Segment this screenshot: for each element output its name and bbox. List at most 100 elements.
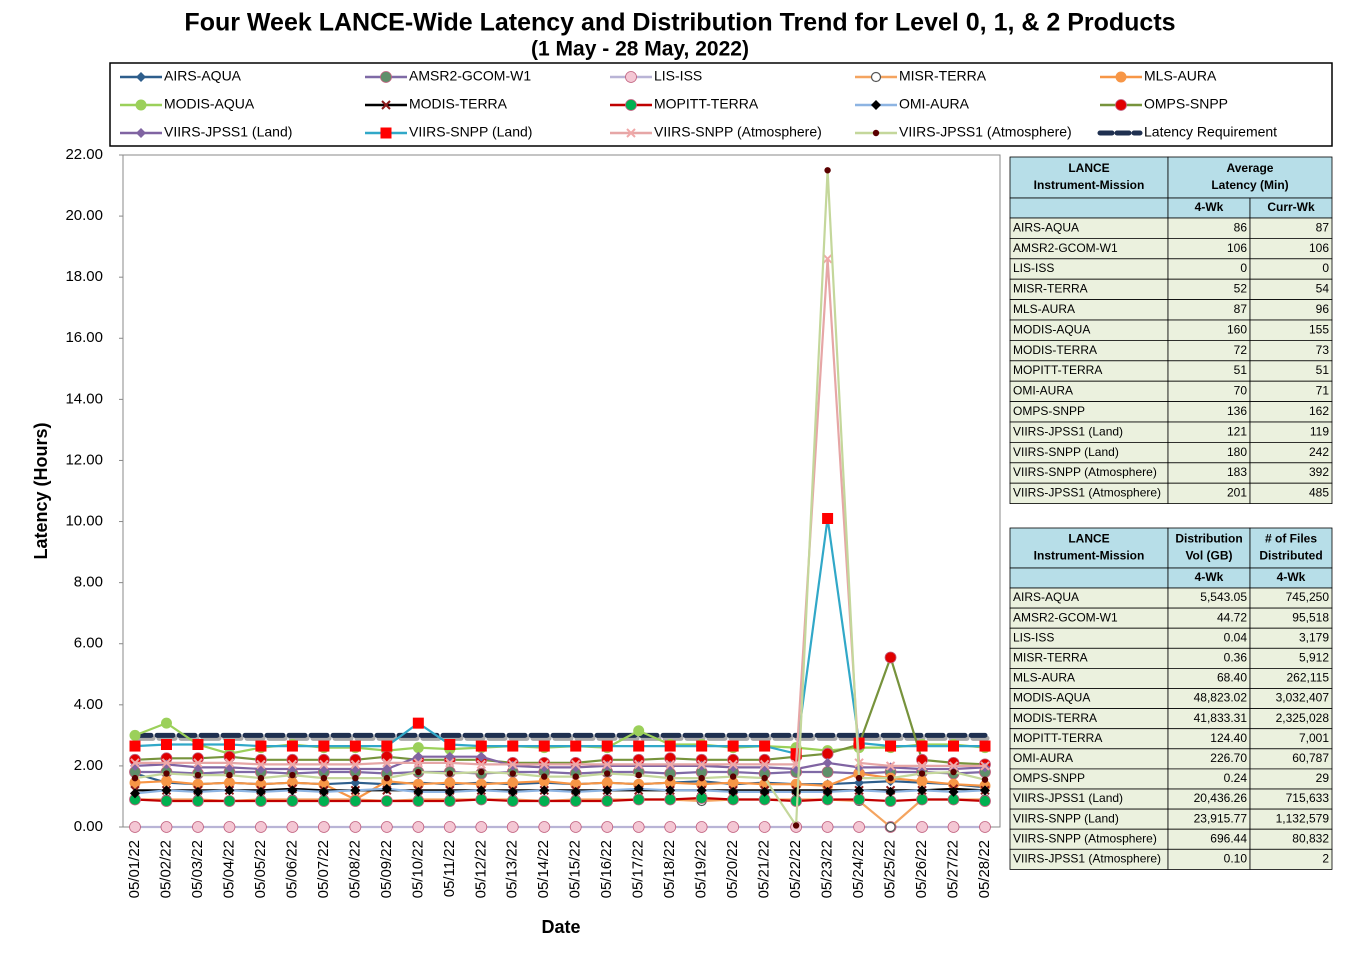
marker — [129, 729, 141, 741]
x-tick-label: 05/12/22 — [472, 840, 489, 898]
table-cell-text: 54 — [1316, 282, 1330, 296]
marker — [1115, 99, 1127, 111]
table-header: LANCE — [1068, 532, 1109, 546]
marker — [853, 821, 865, 833]
table-cell-text: 2,325,028 — [1276, 711, 1330, 725]
marker — [664, 740, 676, 752]
table-cell-text: 136 — [1227, 404, 1247, 418]
table-cell-text: 52 — [1234, 282, 1248, 296]
marker — [413, 786, 424, 797]
table-cell — [1249, 527, 1333, 569]
table-cell — [1249, 258, 1333, 280]
x-tick-label: 05/14/22 — [535, 840, 552, 898]
marker — [884, 651, 897, 664]
legend-label: MOPITT-TERRA — [654, 96, 759, 112]
marker — [727, 740, 739, 752]
marker — [129, 821, 141, 833]
marker — [633, 740, 645, 752]
table-cell-text: VIIRS-JPSS1 (Land) — [1013, 424, 1123, 438]
marker — [412, 742, 424, 754]
marker — [727, 821, 740, 833]
y-tick-label: 18.00 — [65, 268, 103, 285]
table-cell-text: 87 — [1316, 220, 1330, 234]
marker — [352, 774, 359, 782]
marker — [916, 740, 928, 752]
marker — [287, 759, 298, 770]
table-header: Average — [1227, 161, 1274, 175]
y-tick-label: 2.00 — [74, 757, 103, 774]
marker — [571, 759, 581, 770]
table-cell-text: VIIRS-SNPP (Land) — [1013, 811, 1119, 825]
table-cell-text: 3,032,407 — [1276, 691, 1330, 705]
marker — [136, 128, 146, 138]
marker — [822, 786, 833, 797]
table-cell-text: 155 — [1309, 322, 1329, 336]
table-cell-text: 242 — [1309, 445, 1329, 459]
legend-label: MISR-TERRA — [899, 68, 987, 84]
x-axis-title: Date — [541, 917, 580, 937]
marker — [192, 795, 204, 807]
marker — [1115, 71, 1127, 83]
table-cell-text: VIIRS-SNPP (Atmosphere) — [1013, 465, 1157, 479]
marker — [318, 740, 330, 752]
marker — [632, 821, 645, 833]
marker — [192, 786, 203, 797]
marker — [979, 740, 991, 752]
marker — [729, 773, 737, 780]
series-line — [134, 772, 986, 801]
x-tick-label: 05/19/22 — [693, 840, 710, 898]
marker — [917, 761, 927, 771]
marker — [412, 821, 425, 833]
marker — [822, 512, 834, 524]
marker — [506, 821, 519, 833]
marker — [854, 777, 865, 788]
marker — [887, 774, 894, 782]
marker — [601, 821, 614, 833]
x-tick-label: 05/06/22 — [283, 840, 300, 898]
table-cell-text: 180 — [1227, 445, 1247, 459]
marker — [318, 786, 329, 797]
marker — [979, 795, 991, 807]
marker — [854, 785, 865, 796]
marker — [759, 759, 770, 770]
legend-label: AIRS-AQUA — [164, 68, 242, 84]
marker — [570, 786, 581, 797]
chart-subtitle: (1 May - 28 May, 2022) — [531, 38, 749, 61]
table-cell-text: 183 — [1227, 465, 1247, 479]
marker — [255, 786, 266, 797]
marker — [130, 758, 140, 768]
x-tick-label: 05/04/22 — [220, 840, 237, 898]
series-line — [135, 258, 985, 767]
marker — [917, 785, 928, 796]
x-tick-label: 05/10/22 — [409, 840, 426, 898]
marker — [507, 740, 519, 752]
marker — [728, 786, 739, 797]
marker — [255, 740, 267, 752]
marker — [871, 100, 881, 110]
marker — [632, 793, 645, 806]
marker — [383, 774, 391, 782]
legend-label: AMSR2-GCOM-W1 — [409, 68, 531, 84]
table-cell-text: 20,436.26 — [1194, 791, 1248, 805]
table-cell-text: OMI-AURA — [1013, 384, 1073, 398]
marker — [129, 740, 141, 752]
marker — [761, 774, 768, 782]
marker — [286, 795, 299, 807]
legend-label: VIIRS-SNPP (Land) — [409, 124, 532, 140]
marker — [317, 795, 330, 807]
marker — [415, 768, 422, 776]
x-tick-label: 05/03/22 — [189, 840, 206, 898]
x-tick-label: 05/24/22 — [850, 840, 867, 898]
marker — [821, 766, 834, 778]
marker — [916, 793, 928, 806]
series-line — [134, 787, 986, 795]
marker — [226, 771, 233, 779]
table-cell-text: VIIRS-JPSS1 (Land) — [1013, 791, 1123, 805]
table-cell — [1009, 197, 1169, 219]
table-cell-text: 95,518 — [1292, 610, 1329, 624]
marker — [160, 739, 172, 751]
marker — [382, 758, 392, 768]
table-header: Latency (Min) — [1211, 178, 1288, 192]
table-cell-text: 0.10 — [1224, 852, 1248, 866]
table-header: 4-Wk — [1277, 570, 1306, 584]
